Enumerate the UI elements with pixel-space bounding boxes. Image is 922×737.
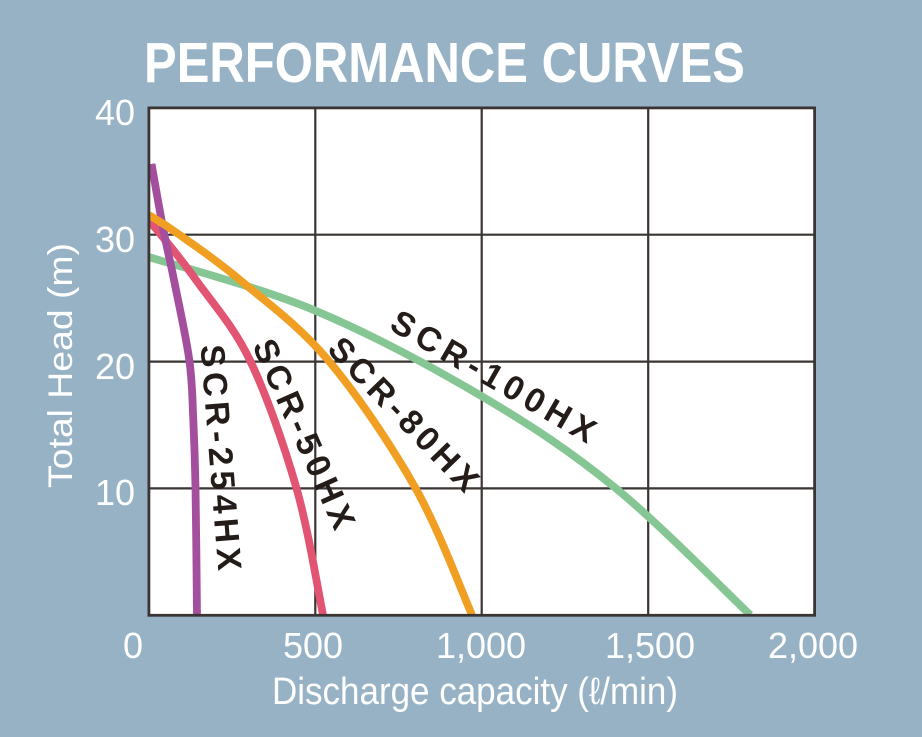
svg-text:0: 0 bbox=[123, 625, 143, 666]
svg-text:2,000: 2,000 bbox=[768, 625, 858, 666]
svg-text:Discharge capacity (ℓ/min): Discharge capacity (ℓ/min) bbox=[272, 671, 678, 713]
svg-text:30: 30 bbox=[95, 219, 135, 260]
svg-text:20: 20 bbox=[95, 346, 135, 387]
svg-text:500: 500 bbox=[283, 625, 343, 666]
svg-text:1,500: 1,500 bbox=[605, 625, 695, 666]
svg-text:PERFORMANCE CURVES: PERFORMANCE CURVES bbox=[144, 31, 745, 95]
svg-text:40: 40 bbox=[95, 92, 135, 133]
svg-text:1,000: 1,000 bbox=[436, 625, 526, 666]
svg-text:Total Head (m): Total Head (m) bbox=[42, 243, 80, 488]
svg-text:10: 10 bbox=[95, 472, 135, 513]
